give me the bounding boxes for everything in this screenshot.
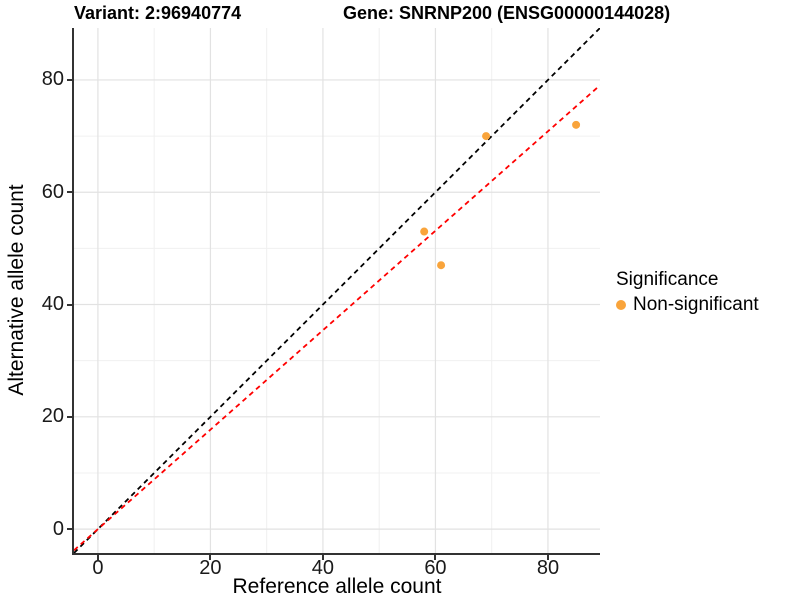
y-tick-label: 60	[41, 180, 64, 203]
legend-entry-label: Non-significant	[633, 294, 759, 315]
plot-panel	[72, 28, 600, 555]
plot-area	[74, 28, 600, 553]
x-tick-label: 0	[92, 557, 104, 579]
x-tick-label: 60	[424, 557, 447, 579]
y-tick-mark	[67, 78, 72, 81]
x-tick-label: 80	[536, 557, 560, 579]
y-tick-mark	[67, 303, 72, 306]
y-tick-label: 20	[41, 405, 64, 428]
data-point	[572, 120, 581, 129]
data-point	[420, 227, 429, 236]
legend: Significance Non-significant	[616, 268, 759, 316]
fit-line	[74, 84, 600, 551]
y-tick-mark	[67, 528, 72, 531]
legend-entry: Non-significant	[616, 293, 759, 316]
y-tick-label: 80	[41, 68, 64, 91]
gene-title: Gene: SNRNP200 (ENSG00000144028)	[343, 3, 671, 23]
x-tick-mark	[546, 555, 549, 560]
x-tick-mark	[209, 555, 212, 560]
legend-title: Significance	[616, 269, 719, 290]
identity-line	[74, 28, 600, 553]
orange-point-icon	[616, 299, 626, 310]
variant-title: Variant: 2:96940774	[74, 3, 242, 23]
x-tick-label: 20	[199, 557, 222, 579]
y-tick-mark	[67, 191, 72, 194]
y-tick-mark	[67, 415, 72, 418]
y-axis-title: Alternative allele count	[5, 184, 28, 396]
x-tick-mark	[321, 555, 324, 560]
x-tick-label: 40	[311, 557, 335, 579]
x-tick-mark	[96, 555, 99, 560]
y-tick-label: 40	[41, 293, 64, 316]
x-tick-mark	[434, 555, 437, 560]
y-tick-label: 0	[52, 517, 64, 540]
data-point	[437, 261, 446, 270]
data-point	[482, 132, 491, 141]
x-axis-title: Reference allele count	[232, 575, 442, 598]
